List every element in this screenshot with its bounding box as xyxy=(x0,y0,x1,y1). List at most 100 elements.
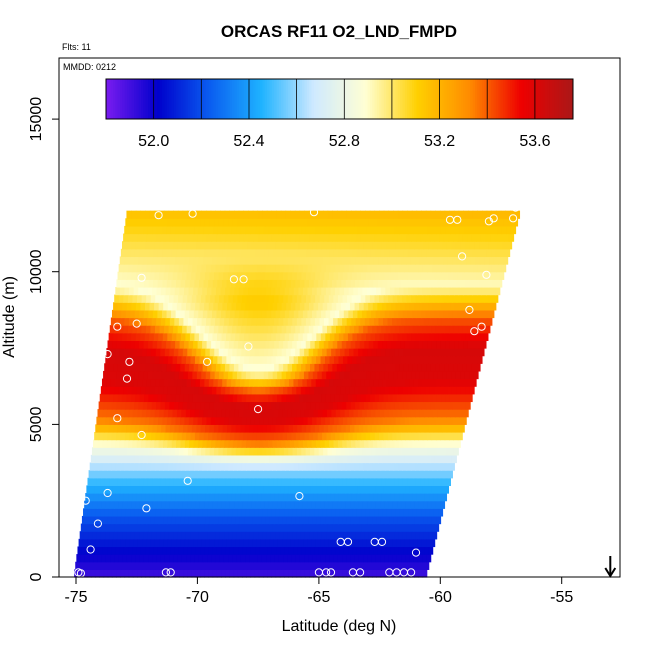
heatmap-cell xyxy=(201,393,207,403)
heatmap-cell xyxy=(457,271,463,280)
heatmap-cell xyxy=(387,431,393,441)
heatmap-cell xyxy=(415,477,421,487)
heatmap-cell xyxy=(403,546,408,555)
heatmap-cell xyxy=(246,317,253,326)
heatmap-cell xyxy=(437,355,443,364)
heatmap-cell xyxy=(109,447,115,456)
heatmap-cell xyxy=(327,561,333,570)
heatmap-cell xyxy=(138,256,144,265)
heatmap-cell xyxy=(124,225,130,235)
heatmap-cell xyxy=(212,454,218,464)
heatmap-cell xyxy=(228,370,234,380)
heatmap-cell xyxy=(258,508,264,517)
heatmap-cell xyxy=(388,210,394,219)
heatmap-cell xyxy=(140,470,146,479)
heatmap-cell xyxy=(156,477,162,487)
heatmap-cell xyxy=(285,561,291,570)
heatmap-cell xyxy=(212,409,218,418)
heatmap-cell xyxy=(272,370,278,380)
heatmap-cell xyxy=(251,500,257,509)
heatmap-cell xyxy=(92,561,97,570)
heatmap-cell xyxy=(367,515,373,525)
heatmap-cell xyxy=(188,493,194,502)
heatmap-cell xyxy=(172,508,178,517)
heatmap-cell xyxy=(280,378,286,387)
heatmap-cell xyxy=(90,546,95,555)
heatmap-cell xyxy=(150,515,156,525)
heatmap-cell xyxy=(302,500,308,509)
heatmap-cell xyxy=(148,363,154,372)
heatmap-cell xyxy=(186,355,192,364)
colorbar-segment xyxy=(516,79,520,119)
heatmap-cell xyxy=(253,554,259,563)
heatmap-cell xyxy=(280,309,286,319)
heatmap-cell xyxy=(264,454,270,464)
heatmap-cell xyxy=(253,256,259,265)
heatmap-cell xyxy=(116,485,122,494)
heatmap-cell xyxy=(170,340,176,349)
heatmap-cell xyxy=(284,332,290,341)
heatmap-cell xyxy=(456,401,462,410)
heatmap-cell xyxy=(274,554,280,563)
heatmap-cell xyxy=(445,462,451,471)
heatmap-cell xyxy=(307,309,313,319)
colorbar-segment xyxy=(472,79,476,119)
heatmap-cell xyxy=(353,348,359,357)
heatmap-cell xyxy=(243,264,249,273)
heatmap-cell xyxy=(175,515,181,525)
heatmap-cell xyxy=(120,370,126,380)
heatmap-cell xyxy=(457,309,463,319)
heatmap-cell xyxy=(445,302,451,311)
heatmap-cell xyxy=(471,363,477,372)
colorbar-segment xyxy=(346,79,350,119)
heatmap-cell xyxy=(477,355,483,364)
heatmap-cell xyxy=(206,439,212,448)
heatmap-cell xyxy=(288,241,295,250)
heatmap-cell xyxy=(79,561,85,570)
colorbar-segment xyxy=(498,79,502,119)
heatmap-cell xyxy=(440,500,446,509)
heatmap-cell xyxy=(289,309,295,319)
heatmap-cell xyxy=(118,554,124,563)
heatmap-cell xyxy=(308,325,314,334)
heatmap-cell xyxy=(290,279,296,288)
heatmap-cell xyxy=(357,286,364,296)
heatmap-cell xyxy=(261,286,267,296)
heatmap-cell xyxy=(372,218,379,227)
heatmap-cell xyxy=(270,493,276,502)
heatmap-cell xyxy=(425,454,431,464)
colorbar-segment xyxy=(255,79,259,119)
heatmap-cell xyxy=(277,538,283,548)
heatmap-cell xyxy=(397,515,403,525)
heatmap-cell xyxy=(312,554,318,563)
heatmap-cell xyxy=(331,409,337,418)
heatmap-cell xyxy=(171,332,177,341)
heatmap-cell xyxy=(387,279,393,288)
colorbar-segment xyxy=(453,79,457,119)
heatmap-cell xyxy=(206,340,212,349)
colorbar-segment xyxy=(519,79,523,119)
heatmap-cell xyxy=(250,462,256,471)
heatmap-cell xyxy=(266,210,273,219)
heatmap-cell xyxy=(322,546,328,555)
heatmap-cell xyxy=(294,561,299,570)
heatmap-cell xyxy=(261,554,267,563)
heatmap-cell xyxy=(206,393,212,403)
heatmap-cell xyxy=(162,569,168,578)
heatmap-cell xyxy=(164,454,170,464)
heatmap-cell xyxy=(221,523,227,532)
heatmap-cell xyxy=(151,531,157,540)
heatmap-cell xyxy=(427,393,433,403)
heatmap-cell xyxy=(116,515,121,525)
heatmap-cell xyxy=(290,348,296,357)
heatmap-cell xyxy=(268,370,274,380)
heatmap-cell xyxy=(99,454,105,464)
heatmap-cell xyxy=(378,508,384,517)
heatmap-cell xyxy=(368,477,374,487)
heatmap-cell xyxy=(229,340,235,349)
heatmap-cell xyxy=(292,317,298,326)
colorbar-segment xyxy=(395,79,399,119)
colorbar-segment xyxy=(215,79,219,119)
heatmap-cell xyxy=(100,477,106,487)
sample-point xyxy=(377,537,387,547)
